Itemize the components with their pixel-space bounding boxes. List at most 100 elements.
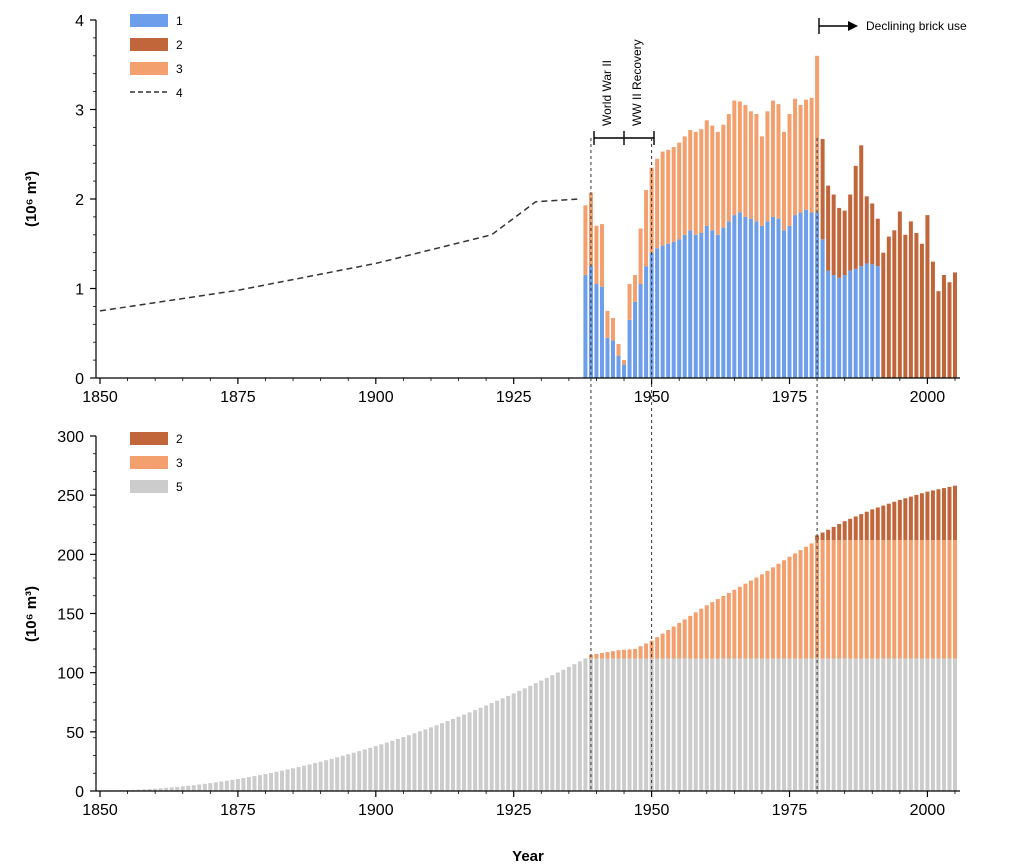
bar-2-cum-1995 [897, 499, 902, 541]
bar-3-1949 [644, 190, 649, 267]
bar-3-1976 [793, 98, 798, 216]
bar-5-1953 [666, 658, 671, 791]
bar-3-cum-1969 [754, 577, 759, 659]
bar-2-1984 [837, 207, 842, 278]
bar-5-1986 [848, 658, 853, 791]
bar-2-1983 [831, 194, 836, 276]
bar-5-1876 [241, 778, 246, 791]
bar-5-1927 [522, 688, 527, 791]
bar-5-1950 [649, 658, 654, 791]
bar-3-1955 [677, 142, 682, 240]
bar-2-cum-2004 [947, 486, 952, 541]
bar-1-1945 [622, 364, 627, 378]
bar-2-1989 [864, 196, 869, 264]
bar-2-cum-2001 [930, 490, 935, 541]
bar-5-1907 [412, 733, 417, 791]
bar-1-1947 [633, 301, 638, 378]
bar-5-1994 [892, 658, 897, 791]
bar-5-1968 [748, 658, 753, 791]
bar-5-1865 [180, 786, 185, 791]
bar-2-cum-1985 [842, 521, 847, 541]
bar-1-1975 [787, 225, 792, 378]
bar-5-1981 [820, 658, 825, 791]
bar-3-cum-1977 [798, 550, 803, 659]
bar-3-cum-1955 [677, 622, 682, 659]
bar-5-1919 [478, 707, 483, 791]
bar-2-1992 [881, 252, 886, 378]
bar-5-1871 [213, 782, 218, 791]
bar-3-cum-1958 [693, 612, 698, 659]
bar-5-1993 [886, 658, 891, 791]
bar-2-1986 [848, 194, 853, 271]
bar-2-cum-1998 [914, 494, 919, 541]
bar-2-2001 [930, 261, 935, 378]
bar-3-cum-1979 [809, 543, 814, 659]
legend-swatch-5 [130, 480, 168, 493]
bar-1-1981 [820, 239, 825, 378]
top-x-tick-label: 1975 [772, 389, 808, 406]
bar-3-cum-1960 [704, 605, 709, 659]
bar-5-1890 [318, 761, 323, 791]
bottom-y-tick-label: 0 [75, 784, 84, 801]
bar-5-1951 [655, 658, 660, 791]
bar-3-1963 [721, 124, 726, 228]
bar-2-cum-2000 [925, 491, 930, 541]
bar-2-cum-1987 [853, 516, 858, 541]
bar-1-1957 [688, 230, 693, 378]
bar-5-1881 [269, 772, 273, 791]
bar-5-1947 [633, 658, 638, 791]
bar-2-cum-1989 [864, 511, 869, 541]
bar-3-cum-2003 [941, 540, 946, 659]
bar-1-1982 [826, 270, 831, 378]
bar-3-1970 [759, 136, 764, 226]
bar-3-cum-1942 [605, 652, 610, 659]
bar-5-1949 [644, 658, 649, 791]
bar-2-cum-1981 [820, 532, 825, 541]
bar-5-1954 [671, 658, 676, 791]
bar-1-1977 [798, 212, 803, 378]
bottom-y-tick-label: 50 [66, 725, 84, 742]
bar-5-1886 [296, 767, 301, 791]
bar-2-2002 [936, 291, 941, 378]
top-y-tick-label: 4 [75, 13, 84, 30]
bar-2-1999 [919, 243, 924, 378]
bar-1-1958 [693, 234, 698, 378]
bar-1-1988 [859, 266, 864, 379]
bar-2-2000 [925, 215, 930, 378]
bottom-x-tick-label: 1875 [220, 802, 256, 819]
bottom-x-tick-label: 1925 [496, 802, 532, 819]
bottom-x-axis-title: Year [512, 848, 544, 865]
bar-5-1962 [715, 658, 720, 791]
bar-5-1922 [495, 700, 500, 791]
bar-3-cum-1990 [870, 540, 875, 659]
bar-3-cum-1976 [793, 553, 798, 659]
bar-1-1965 [732, 215, 737, 378]
bottom-bars [103, 485, 957, 791]
bar-5-1997 [908, 658, 913, 791]
bar-5-1915 [456, 716, 461, 791]
bar-5-1910 [428, 727, 433, 791]
bar-3-cum-1949 [644, 643, 649, 659]
bar-5-1938 [583, 658, 588, 791]
bar-5-1945 [622, 658, 627, 791]
bar-5-1941 [599, 658, 604, 791]
bar-3-1938 [583, 205, 588, 276]
bar-5-1934 [561, 669, 566, 791]
bottom-x-ticks: 1850 1875 1900 1925 1950 1975 2000 [82, 791, 956, 819]
top-y-axis-title: (10⁶ m³) [23, 171, 40, 227]
bar-5-1923 [500, 698, 505, 791]
bar-5-1942 [605, 658, 610, 791]
bar-3-cum-1986 [848, 540, 853, 659]
bar-5-1987 [853, 658, 858, 791]
bar-5-1985 [842, 658, 847, 791]
bar-3-1946 [627, 284, 632, 320]
bar-5-1995 [897, 658, 902, 791]
top-x-tick-label: 1900 [358, 389, 394, 406]
bar-1-1971 [765, 221, 770, 379]
bar-3-1944 [616, 343, 621, 356]
bar-3-1979 [809, 97, 814, 213]
legend-label-3: 3 [176, 62, 183, 76]
bar-3-1964 [726, 113, 731, 222]
